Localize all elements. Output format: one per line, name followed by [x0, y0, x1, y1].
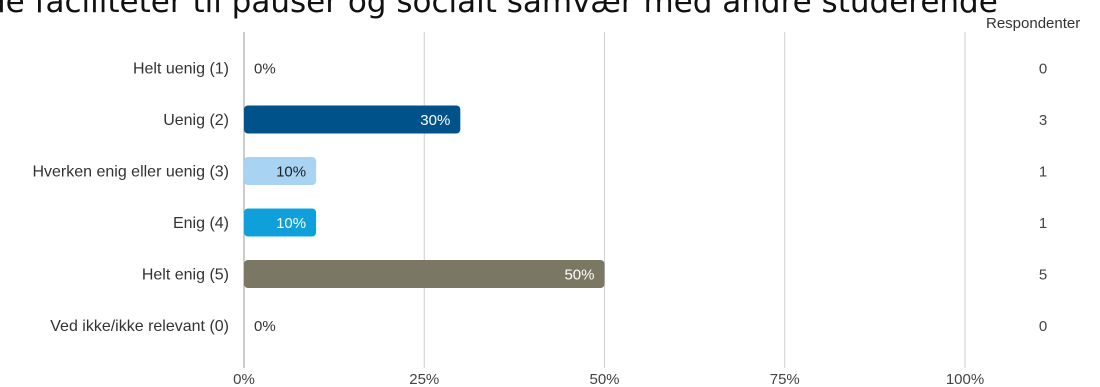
x-tick-label: 25% — [409, 371, 439, 387]
bar — [244, 208, 317, 237]
respondent-count: 1 — [1039, 164, 1047, 181]
bar-value-label: 30% — [420, 112, 450, 129]
bar — [244, 105, 461, 134]
respondent-count: 5 — [1039, 267, 1047, 284]
bar — [244, 260, 605, 288]
bar-value-label: 10% — [276, 164, 306, 181]
x-tick-label: 75% — [770, 371, 800, 387]
category-label: Uenig (2) — [163, 112, 229, 129]
respondent-count: 0 — [1039, 61, 1047, 78]
chart-title: de faciliteter til pauser og socialt sam… — [0, 0, 998, 20]
x-tick-label: 0% — [233, 371, 255, 387]
respondents-header: Respondenter — [986, 15, 1081, 32]
bar-value-label: 0% — [254, 318, 276, 335]
respondent-count: 3 — [1039, 112, 1047, 129]
category-label: Enig (4) — [173, 215, 229, 232]
grid-lines — [243, 32, 966, 368]
bar — [244, 157, 317, 185]
respondent-count: 1 — [1039, 215, 1047, 232]
category-label: Helt uenig (1) — [133, 61, 229, 78]
x-tick-label: 50% — [589, 371, 619, 387]
x-tick-label: 100% — [946, 371, 984, 387]
bar-value-label: 10% — [276, 215, 306, 232]
category-label: Ved ikke/ikke relevant (0) — [50, 318, 229, 335]
category-label: Hverken enig eller uenig (3) — [32, 164, 229, 181]
bar-value-label: 50% — [564, 267, 594, 284]
respondent-count: 0 — [1039, 318, 1047, 335]
bar-value-label: 0% — [254, 61, 276, 78]
category-label: Helt enig (5) — [142, 267, 229, 284]
bars — [244, 105, 605, 288]
